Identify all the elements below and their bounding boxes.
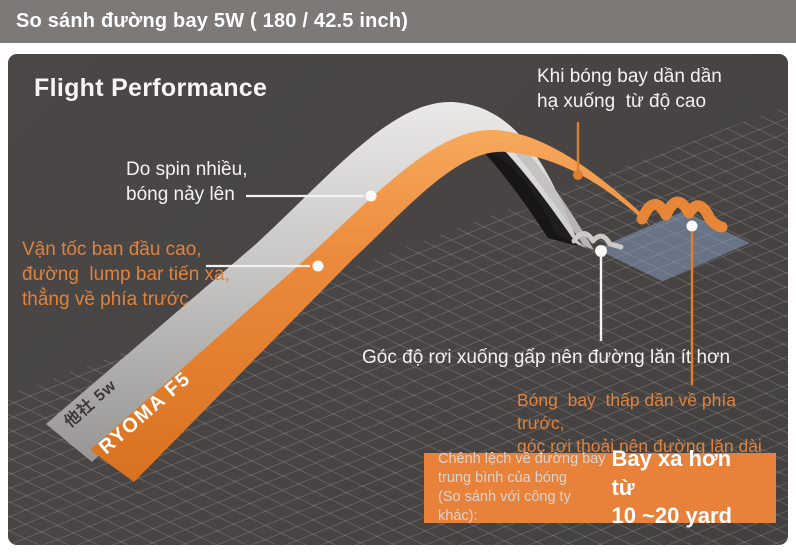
leader-dot-velocity	[312, 260, 324, 272]
annotation-velocity: Vận tốc ban đầu cao, đường lump bar tiến…	[22, 237, 230, 312]
result-value-line2: 10 ~20 yard	[611, 503, 732, 529]
leader-dot-spin	[365, 190, 377, 202]
annotation-drop-angle-text: Góc độ rơi xuống gấp nên đường lăn ít hơ…	[362, 347, 731, 368]
leader-dot-descend	[573, 170, 583, 180]
annotation-descend: Khi bóng bay dần dần hạ xuống từ độ cao	[537, 64, 722, 114]
result-value: Bay xa hơn từ 10 ~20 yard	[611, 445, 762, 531]
result-label: Chênh lệch về đường bay trung bình của b…	[438, 450, 611, 527]
annotation-spin-line2: bóng nảy lên	[126, 184, 235, 206]
result-box: Chênh lệch về đường bay trung bình của b…	[424, 446, 776, 528]
annotation-spin: Do spin nhiều, bóng nảy lên	[126, 157, 247, 207]
flight-panel: 他社 5w RYOMA F5 Flight Performance Khi bó…	[8, 54, 788, 545]
annotation-low-flight-line1: Bóng bay thấp dần về phía trước,	[517, 390, 741, 434]
header-title: So sánh đường bay 5W ( 180 / 42.5 inch)	[16, 10, 409, 32]
annotation-velocity-line2: đường lump bar tiến xa,	[22, 264, 230, 286]
annotation-descend-line2: hạ xuống từ độ cao	[537, 91, 707, 113]
annotation-velocity-line1: Vận tốc ban đầu cao,	[22, 239, 202, 260]
annotation-descend-line1: Khi bóng bay dần dần	[537, 66, 722, 87]
result-label-line1: Chênh lệch về đường bay	[438, 450, 606, 467]
annotation-drop-angle: Góc độ rơi xuống gấp nên đường lăn ít hơ…	[362, 345, 730, 370]
result-label-line2: trung bình của bóng	[438, 469, 567, 486]
annotation-spin-line1: Do spin nhiều,	[126, 159, 248, 180]
result-value-line1: Bay xa hơn từ	[611, 446, 738, 500]
annotation-low-flight: Bóng bay thấp dần về phía trước, góc rơi…	[517, 389, 788, 481]
header-bar: So sánh đường bay 5W ( 180 / 42.5 inch)	[0, 0, 796, 43]
annotation-velocity-line3: thẳng về phía trước	[22, 289, 189, 311]
result-label-line3: (So sánh với công ty khác):	[438, 489, 575, 525]
panel-title: Flight Performance	[34, 74, 268, 102]
